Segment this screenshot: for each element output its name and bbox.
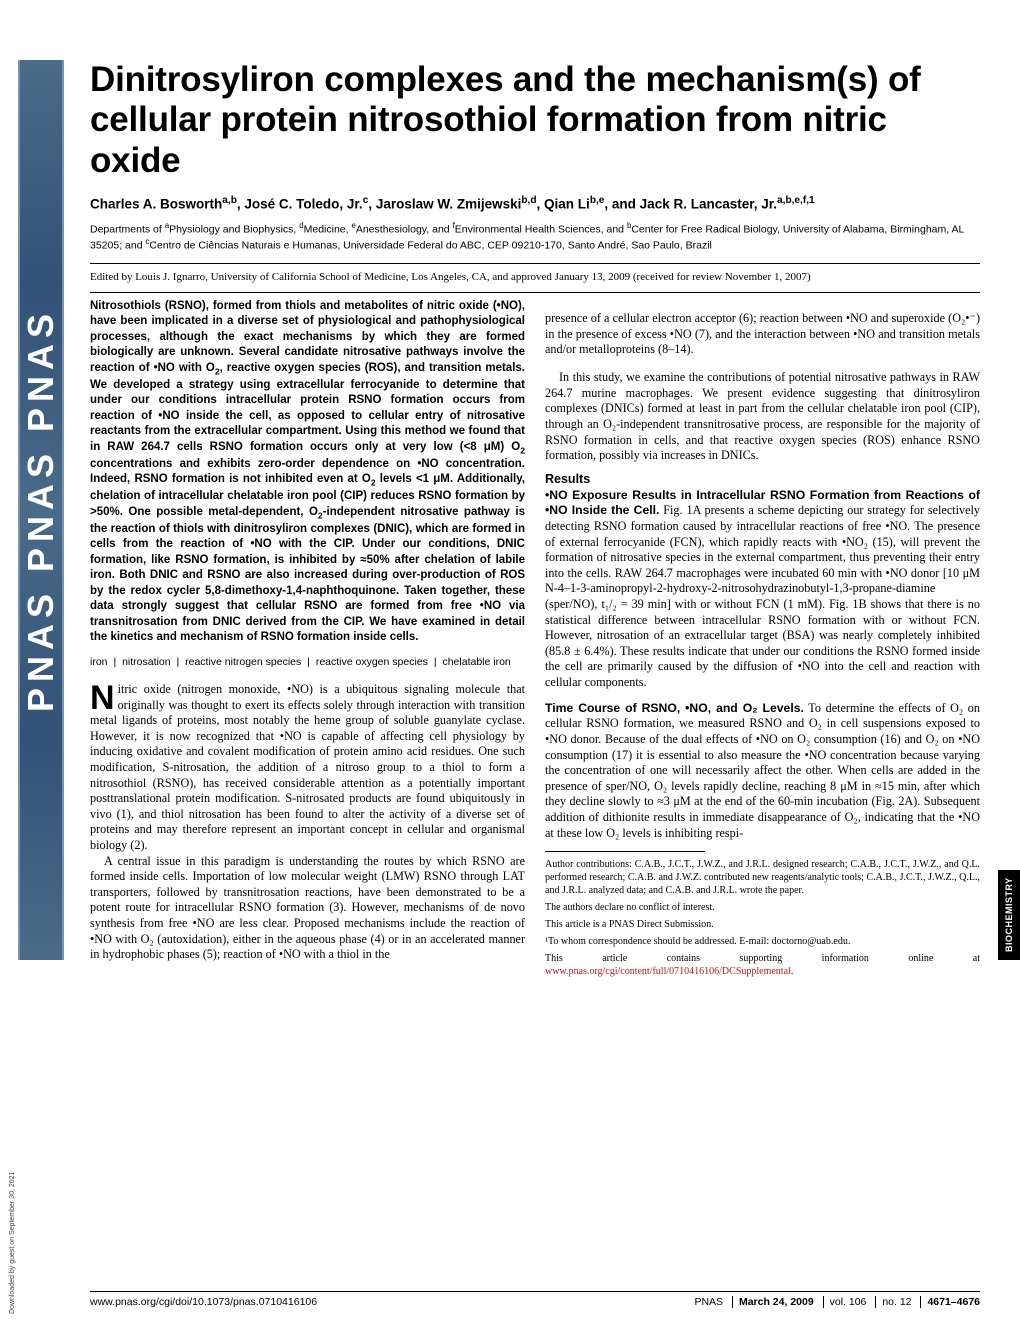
- footnotes-block: Author contributions: C.A.B., J.C.T., J.…: [545, 858, 980, 978]
- supp-post: .: [791, 966, 794, 977]
- author-contributions: Author contributions: C.A.B., J.C.T., J.…: [545, 858, 980, 897]
- authors-line: Charles A. Boswortha,b, José C. Toledo, …: [90, 195, 980, 212]
- page-footer: www.pnas.org/cgi/doi/10.1073/pnas.071041…: [90, 1291, 980, 1308]
- correspondence: ¹To whom correspondence should be addres…: [545, 935, 980, 948]
- page-content: Dinitrosyliron complexes and the mechani…: [90, 60, 980, 982]
- sub1-body: Fig. 1A presents a scheme depicting our …: [545, 503, 980, 689]
- footer-journal: PNAS: [694, 1296, 723, 1308]
- sub2-body: To determine the effects of O₂ on cellul…: [545, 701, 980, 840]
- supp-link[interactable]: www.pnas.org/cgi/content/full/0710416106…: [545, 966, 791, 977]
- intro-paragraph-2: A central issue in this paradigm is unde…: [90, 854, 525, 963]
- section-tab-biochemistry: BIOCHEMISTRY: [998, 870, 1020, 960]
- pnas-banner: PNAS PNAS PNAS: [18, 60, 64, 960]
- results-sub1: •NO Exposure Results in Intracellular RS…: [545, 488, 980, 691]
- supporting-info: This article contains supporting informa…: [545, 952, 980, 978]
- supp-pre: This article contains supporting informa…: [545, 953, 980, 964]
- rule-top: [90, 263, 980, 264]
- article-title: Dinitrosyliron complexes and the mechani…: [90, 60, 980, 181]
- results-heading: Results: [545, 472, 980, 486]
- footer-date: March 24, 2009: [739, 1296, 814, 1308]
- direct-submission: This article is a PNAS Direct Submission…: [545, 918, 980, 931]
- footer-vol: vol. 106: [830, 1296, 867, 1308]
- conflict-statement: The authors declare no conflict of inter…: [545, 901, 980, 914]
- footnote-rule: [545, 851, 705, 852]
- footer-issue: no. 12: [882, 1296, 911, 1308]
- sub2-heading: Time Course of RSNO, •NO, and O₂ Levels.: [545, 701, 804, 715]
- edited-by-line: Edited by Louis J. Ignarro, University o…: [90, 270, 980, 284]
- footer-doi: www.pnas.org/cgi/doi/10.1073/pnas.071041…: [90, 1296, 317, 1308]
- intro-paragraph-1: Nitric oxide (nitrogen monoxide, •NO) is…: [90, 682, 525, 854]
- abstract: Nitrosothiols (RSNO), formed from thiols…: [90, 299, 525, 646]
- results-sub2: Time Course of RSNO, •NO, and O₂ Levels.…: [545, 701, 980, 841]
- download-note: Downloaded by guest on September 30, 202…: [9, 1172, 16, 1314]
- footer-pages: 4671–4676: [927, 1296, 980, 1308]
- intro-continuation: presence of a cellular electron acceptor…: [545, 311, 980, 358]
- affiliations: Departments of aPhysiology and Biophysic…: [90, 221, 980, 252]
- left-column: Nitrosothiols (RSNO), formed from thiols…: [90, 299, 525, 982]
- footer-citation: PNAS March 24, 2009 vol. 106 no. 12 4671…: [694, 1296, 980, 1308]
- keywords-line: iron | nitrosation | reactive nitrogen s…: [90, 656, 525, 668]
- intro-paragraph-study: In this study, we examine the contributi…: [545, 370, 980, 464]
- rule-bottom: [90, 292, 980, 293]
- right-column: presence of a cellular electron acceptor…: [545, 299, 980, 982]
- two-column-layout: Nitrosothiols (RSNO), formed from thiols…: [90, 299, 980, 982]
